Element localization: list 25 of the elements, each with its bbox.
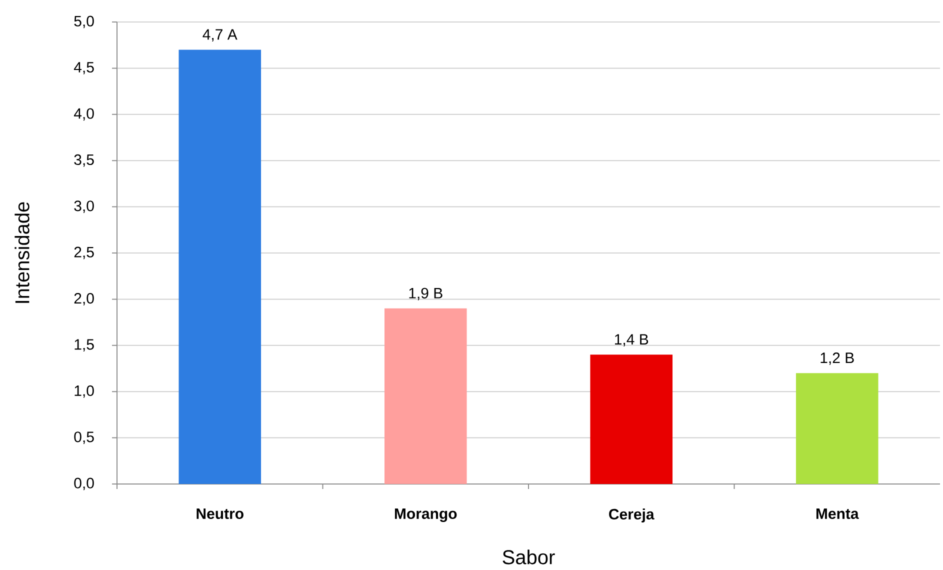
y-tick-label: 1,5 [74, 339, 94, 352]
y-tick-label: 1,0 [74, 385, 94, 398]
x-tick-label: Neutro [196, 508, 244, 519]
y-tick-label: 4,0 [74, 108, 94, 121]
bar [384, 308, 467, 484]
y-tick-label: 4,5 [74, 62, 94, 74]
x-tick-label: Cereja [609, 508, 654, 522]
data-label: 1,9 B [409, 288, 442, 300]
y-tick-label: 3,5 [74, 154, 94, 167]
y-axis-title: Intensidade [14, 202, 30, 303]
data-label: 4,7 A [202, 29, 238, 42]
data-label: 1,2 B [820, 352, 854, 365]
y-tick-label: 3,0 [74, 200, 94, 213]
y-tick-label: 2,5 [74, 246, 94, 260]
bar [178, 50, 262, 484]
bar [590, 354, 673, 484]
x-tick-label: Menta [816, 508, 859, 519]
data-label: 1,4 B [615, 334, 648, 346]
x-tick-label: Morango [394, 508, 457, 522]
y-tick-label: 0,5 [74, 432, 94, 444]
y-tick-label: 5,0 [74, 16, 94, 28]
y-tick-label: 2,0 [74, 292, 94, 306]
bar [796, 373, 878, 484]
x-axis-title: Sabor [502, 550, 555, 564]
y-tick-label: 0,0 [74, 478, 94, 490]
